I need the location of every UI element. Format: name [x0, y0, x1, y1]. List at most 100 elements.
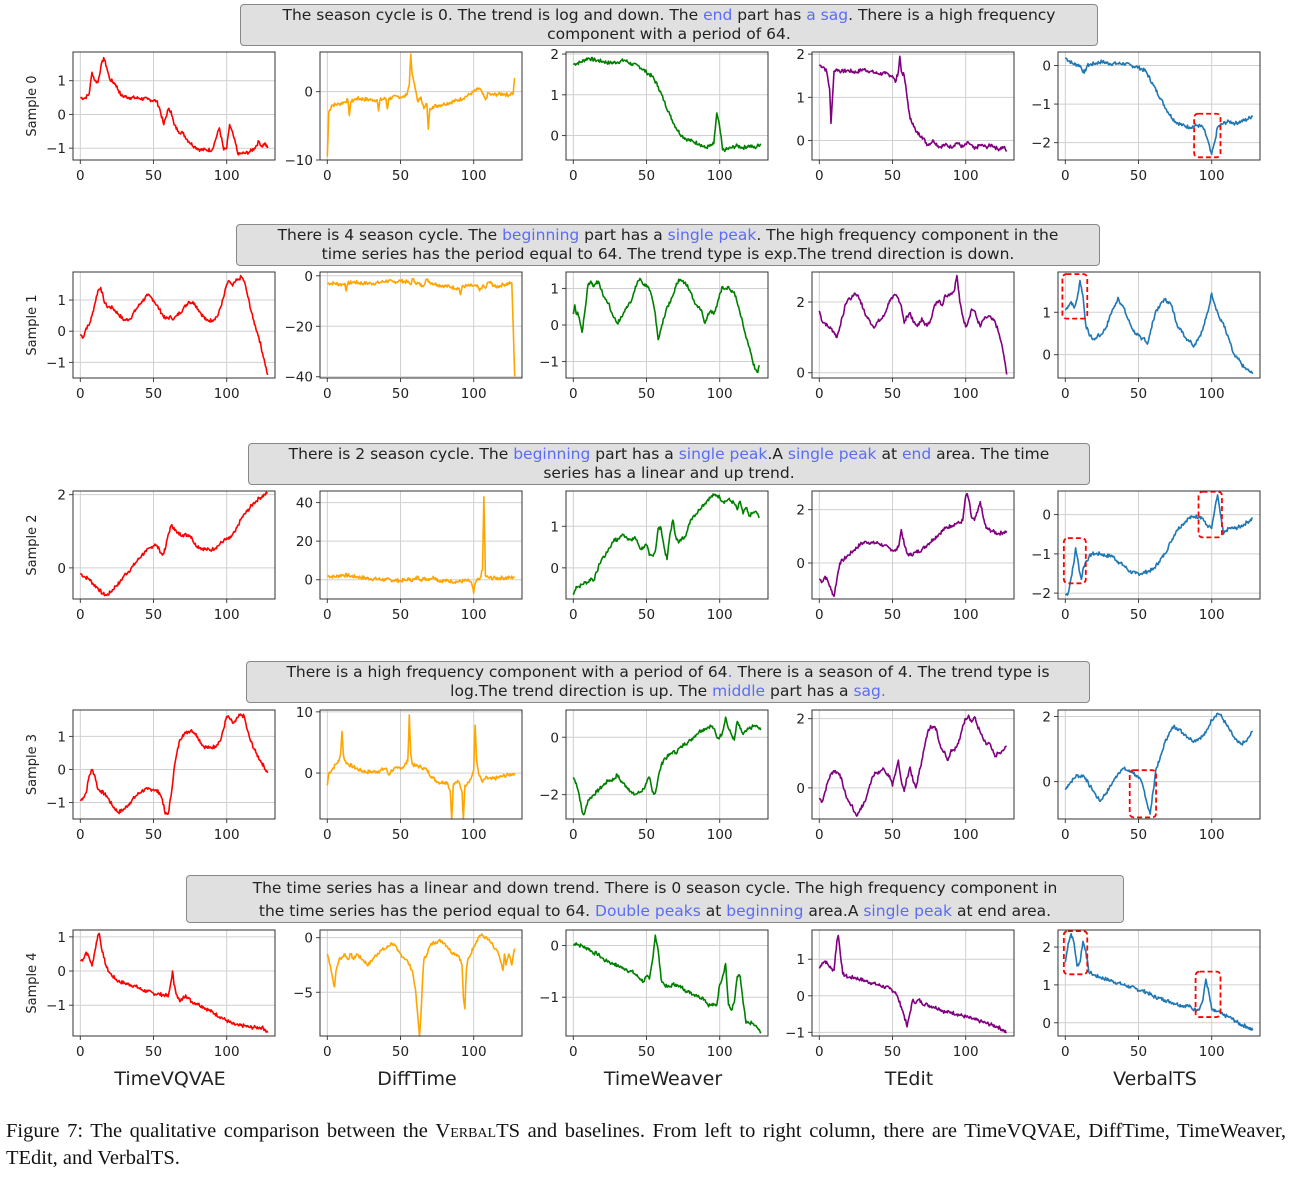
series-line-timeweaver [572, 716, 762, 816]
axes-frame [319, 490, 523, 600]
prompt-text: time series has the period equal to 64. … [321, 245, 1015, 263]
y-tick-label: −1 [46, 795, 66, 811]
panel-timeweaver-sample-2: 0 50 100 0 1 [550, 490, 769, 623]
y-tick-label: −1 [539, 355, 559, 371]
series-line-tedit [818, 934, 1007, 1034]
prompt-text: component with a period of 64. [547, 25, 791, 43]
plot-area [320, 52, 522, 160]
y-tick-label: 2 [57, 488, 66, 504]
panel-timeweaver-sample-1: 0 50 100 −1 0 1 [539, 271, 769, 402]
x-tick-label: 100 [461, 827, 487, 843]
y-tick-label: 0 [57, 107, 66, 123]
panel-timevqvae-sample-4: 0 50 100 −1 0 1 Sample 4 [25, 929, 276, 1060]
panel-timevqvae-sample-3: 0 50 100 −1 0 1 Sample 3 [25, 709, 276, 843]
x-tick-label: 0 [1061, 386, 1070, 402]
y-tick-label: 1 [57, 293, 66, 309]
y-tick-label: −10 [285, 153, 314, 169]
plot-area [812, 491, 1014, 599]
x-tick-label: 50 [145, 1044, 162, 1060]
prompt-text: . There is a high frequency [848, 6, 1056, 24]
prompt-text: the time series has the period equal to … [258, 902, 596, 920]
x-tick-label: 100 [953, 1044, 979, 1060]
prompt-text: part has a [579, 226, 668, 244]
y-tick-label: 0 [1042, 1016, 1051, 1032]
plot-area [566, 52, 768, 160]
prompt-keyword: Double peaks [595, 902, 701, 920]
x-tick-label: 0 [76, 607, 85, 623]
y-tick-label: −5 [293, 985, 313, 1001]
series-line-difftime [327, 496, 516, 594]
series-line-timevqvae [79, 713, 269, 815]
x-tick-label: 0 [323, 1044, 332, 1060]
column-title: TEdit [884, 1068, 933, 1090]
prompt-text: There is 2 season cycle. The [288, 445, 514, 463]
prompt-keyword: a sag [806, 6, 849, 24]
axes-frame [1057, 271, 1261, 379]
y-tick-label: −1 [46, 998, 66, 1014]
y-tick-label: 1 [550, 281, 559, 297]
x-tick-label: 50 [1130, 1044, 1147, 1060]
y-tick-label: −2 [539, 788, 559, 804]
prompt-text: There is a high frequency component with… [286, 663, 728, 681]
x-tick-label: 100 [1199, 386, 1225, 402]
y-tick-label: 2 [1042, 710, 1051, 726]
axes-frame [1057, 709, 1261, 820]
y-tick-label: 10 [296, 705, 313, 721]
prompt-text: There is a season of 4. The trend type i… [732, 663, 1050, 681]
series-line-timeweaver [572, 493, 760, 596]
x-tick-label: 50 [145, 168, 162, 184]
y-tick-label: −2 [1031, 136, 1051, 152]
panel-tedit-sample-0: 0 50 100 0 1 2 [796, 47, 1015, 184]
prompt-text: . The high frequency component in the [756, 226, 1059, 244]
prompt-box-sample-2: There is 2 season cycle. The beginning p… [248, 443, 1090, 485]
panel-verbalts-sample-1: 0 50 100 0 1 [1042, 271, 1261, 402]
y-tick-label: −1 [1031, 97, 1051, 113]
prompt-keyword: beginning [502, 226, 580, 244]
y-tick-label: 0 [796, 366, 805, 382]
y-tick-label: 1 [550, 519, 559, 535]
panel-verbalts-sample-3: 0 50 100 0 2 [1042, 709, 1261, 843]
prompt-keyword: sag. [853, 682, 886, 700]
x-tick-label: 100 [214, 1044, 240, 1060]
axes-frame [72, 271, 276, 379]
x-tick-label: 50 [392, 1044, 409, 1060]
y-tick-label: −1 [785, 1025, 805, 1041]
axes-frame [1057, 929, 1261, 1037]
x-tick-label: 100 [214, 168, 240, 184]
x-tick-label: 100 [707, 1044, 733, 1060]
y-tick-label: −2 [1031, 586, 1051, 602]
plot-area [1058, 272, 1260, 378]
series-line-timevqvae [79, 932, 269, 1033]
x-tick-label: 50 [884, 168, 901, 184]
axes-frame [811, 929, 1015, 1037]
series-line-tedit [818, 55, 1008, 153]
prompt-text: part has a [590, 445, 679, 463]
x-tick-label: 100 [461, 1044, 487, 1060]
prompt-keyword: beginning [513, 445, 591, 463]
x-tick-label: 50 [638, 607, 655, 623]
prompt-text: area. The time [931, 445, 1050, 463]
y-tick-label: −20 [285, 319, 314, 335]
x-tick-label: 100 [461, 607, 487, 623]
axes-frame [811, 490, 1015, 600]
x-tick-label: 0 [76, 168, 85, 184]
x-tick-label: 100 [707, 386, 733, 402]
y-tick-label: −1 [46, 141, 66, 157]
x-tick-label: 0 [1061, 607, 1070, 623]
prompt-keyword: single peak [678, 445, 768, 463]
x-tick-label: 100 [707, 168, 733, 184]
y-tick-label: 0 [796, 134, 805, 150]
x-tick-label: 50 [145, 607, 162, 623]
x-tick-label: 0 [569, 386, 578, 402]
x-tick-label: 100 [214, 827, 240, 843]
series-line-tedit [818, 714, 1007, 817]
panel-tedit-sample-2: 0 50 100 0 2 [796, 490, 1015, 623]
panel-difftime-sample-3: 0 50 100 0 10 [296, 705, 523, 843]
y-tick-label: −1 [539, 990, 559, 1006]
x-tick-label: 50 [392, 607, 409, 623]
plot-area [566, 491, 768, 599]
y-tick-label: 1 [57, 930, 66, 946]
axes-frame [72, 709, 276, 820]
series-line-verbalts [1064, 279, 1254, 375]
y-tick-label: 0 [796, 989, 805, 1005]
